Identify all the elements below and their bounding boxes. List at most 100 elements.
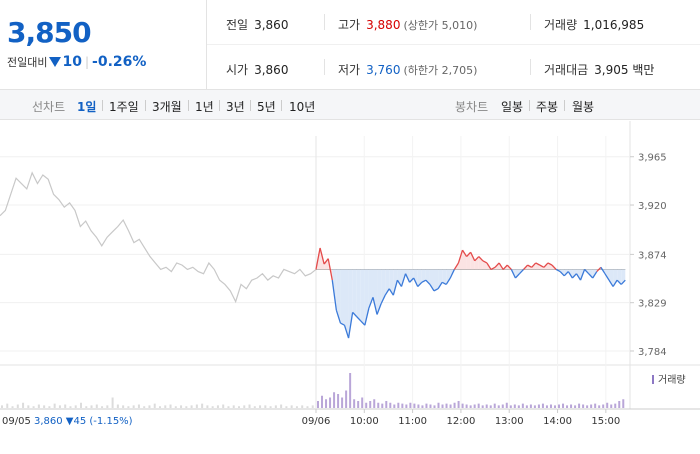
today-volume-bar [485,404,488,408]
today-price-segment [616,279,622,285]
price-below-reference-area [413,269,418,287]
today-volume-bar [545,405,548,408]
quote-stats: 전일 3,860 고가 3,880 (상한가 5,010) 거래량 1,016,985 … [207,0,700,90]
tab-monthly-candle[interactable]: 월봉 [572,100,595,114]
x-tick-label: 10:00 [350,416,379,427]
today-volume-bar [594,403,597,408]
price-below-reference-area [393,269,398,296]
change-value: 10 [62,54,82,70]
prev-volume-bar [111,397,114,408]
tab-weekly-candle[interactable]: 주봉 [536,100,559,114]
quote-header: 3,850 전일대비 10 | -0.26% 전일 3,860 고가 3,880 (상한가 … [0,0,700,90]
today-volume-bar [433,405,436,408]
today-price-segment [331,280,337,311]
today-volume-bar [610,404,613,408]
today-price-segment [376,303,382,315]
price-above-reference-area [486,262,491,270]
today-volume-bar [586,405,589,408]
today-volume-bar [537,404,540,408]
price-above-reference-area [478,256,483,270]
today-volume-bar [477,403,480,408]
today-price-segment [523,264,529,270]
today-volume-bar [445,403,448,408]
today-volume-bar [325,399,328,408]
prev-volume-bar [85,406,88,408]
today-volume-bar [405,404,408,408]
prev-volume-bar [58,405,61,408]
today-volume-bar [417,404,420,408]
today-volume-bar [437,402,440,408]
today-volume-bar [457,401,460,408]
price-below-reference-area [389,269,394,296]
price-chart: 3,965 3,920 3,874 3,829 3,784 09/06 10:00 11:00… [0,121,700,450]
today-price-segment [433,288,439,292]
candle-chart-label: 봉차트 [455,100,489,114]
today-price-segment [409,277,415,283]
today-price-segment [400,273,407,287]
prev-volume-bar [285,406,288,408]
today-volume-bar [505,402,508,408]
prev-volume-bar [253,406,256,408]
today-price-segment [417,281,423,288]
prev-volume-bar [153,403,156,408]
price-below-reference-area [588,269,593,278]
price-below-reference-area [385,269,390,296]
today-volume-bar [602,404,605,408]
price-below-reference-area [356,269,361,321]
today-volume-bar [465,404,468,408]
today-price-segment [551,264,557,270]
today-volume-bar [449,404,452,408]
today-volume-bar [521,403,524,408]
prev-volume-bar [190,405,193,408]
today-volume-bar [553,405,556,408]
today-price-segment [335,309,342,324]
divider: | [84,55,90,69]
tab-10-years[interactable]: 10년 [289,100,316,114]
today-volume-bar [570,404,573,408]
tab-daily-candle[interactable]: 일봉 [501,100,524,114]
prev-volume-bar [259,405,262,408]
stat-trade-value: 거래대금 3,905 백만 [544,63,655,77]
price-below-reference-area [372,269,378,315]
y-tick-label: 3,874 [638,250,667,261]
today-volume-bar [614,403,617,408]
today-volume-bar [321,395,324,408]
today-price-segment [396,279,403,287]
stats-row-2: 시가 3,860 저가 3,760 (하한가 2,705) 거래대금 3,905 백만 [207,45,700,90]
prev-volume-bar [64,404,67,408]
y-tick-label: 3,965 [638,153,667,164]
today-price-segment [555,268,561,273]
tab-5-years[interactable]: 5년 [257,100,276,114]
today-volume-bar [622,399,625,408]
stat-high: 고가 3,880 (상한가 5,010) [338,18,478,32]
tab-3-months[interactable]: 3개월 [152,100,182,114]
today-price-segment [327,258,333,281]
prev-volume-bar [53,403,56,408]
today-price-segment [559,271,565,277]
today-price-segment [567,271,573,279]
today-price-segment [352,311,358,318]
tab-1-day[interactable]: 1일 [77,100,97,114]
price-below-reference-area [336,269,341,324]
x-tick-label: 12:00 [447,416,476,427]
today-volume-bar [497,405,500,408]
today-price-segment [612,279,618,287]
prev-volume-bar [227,406,230,408]
tab-1-week[interactable]: 1주일 [109,100,139,114]
down-triangle-icon [49,57,62,67]
today-price-segment [388,288,394,296]
y-tick-label: 3,784 [638,347,667,358]
today-price-segment [384,288,390,296]
today-volume-bar [385,401,388,408]
tab-3-years[interactable]: 3년 [226,100,245,114]
today-volume-bar [353,399,356,408]
prev-volume-bar [74,405,77,408]
x-tick-label: 11:00 [398,416,427,427]
today-price-segment [563,271,569,277]
today-price-segment [604,273,610,281]
today-price-segment [470,251,476,262]
today-volume-bar [509,405,512,408]
today-volume-bar [345,390,348,408]
today-volume-bar [413,403,416,408]
tab-1-year[interactable]: 1년 [195,100,214,114]
